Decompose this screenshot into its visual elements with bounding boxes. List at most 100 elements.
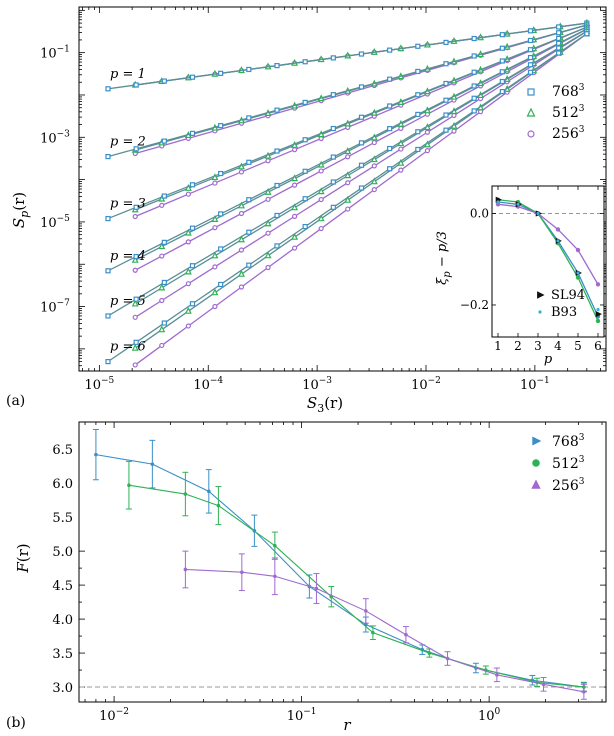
panel-a-xlabel: S3(r) [307,394,343,415]
series-point-p4-512 [264,187,272,195]
series-point-p4-768 [443,97,449,103]
panel-b-xtick-label-base: 10 [287,709,304,724]
series-point-p1-768 [218,70,224,76]
panel-b-series-256^3 [182,550,587,700]
panel-a-series: p = 1 p = 2 p = 3 p = 4 p = 5 p = 6 [105,18,591,368]
panel-b-series-512^3 [125,460,587,692]
series-point-p4-256 [185,239,191,245]
panel-b-ytick-label: 4.0 [52,613,73,628]
panel-a-ytick-label: 10−1 [40,45,70,62]
series-point-p5-512 [238,235,245,243]
legend-a-marker-512 [526,107,536,117]
series-point-p3-768 [246,159,252,165]
series-point-p3-256 [185,191,191,197]
panel-a-ytick-label-exp: −3 [57,129,71,139]
series-point-p3-768 [415,92,421,98]
legend-a-label-base: 768 [552,84,579,100]
series-point-p2-768 [105,153,111,160]
series-point-p4-256 [345,154,351,160]
series-point-p6-512 [344,195,352,203]
series-point-p4-768 [556,40,562,46]
series-point-p5-768 [415,129,421,135]
series-point-p4-512 [211,215,219,223]
series-point-p2-768 [387,76,393,82]
series-point-p5-256 [371,163,377,169]
series-point-p5-512 [184,267,192,275]
panel-b-point-256^3 [541,682,546,687]
series-point-p4-768 [274,182,280,189]
inset-xtick-label: 6 [594,339,602,353]
legend-b-marker-768 [532,436,542,446]
panel-a-ytick-label-exp: −5 [57,214,71,224]
series-label-p1: p = 1 [110,67,146,82]
series-line-p5-256 [134,30,588,318]
inset-xlabel: p [544,352,553,367]
series-point-p3-256 [212,180,218,186]
series-point-p4-768 [471,83,477,89]
panel-b-xtick-label: 10−1 [287,707,317,724]
series-point-p4-768 [189,225,196,231]
inset-ylabel-main: ξ [435,277,450,285]
series-point-p3-768 [274,148,280,154]
series-point-p1-768 [499,32,505,38]
series-point-p5-768 [302,196,308,202]
series-point-p2-768 [133,146,139,152]
inset-xtick-label: 5 [574,339,582,353]
panel-b-point-256^3 [314,586,319,591]
panel-a-xtick-label-base: 10 [84,378,101,393]
legend-a-label-exp: 3 [579,125,585,135]
series-point-p6-768 [161,320,167,326]
series-point-p6-512 [264,251,272,259]
panel-a-ytick-label-base: 10 [40,131,57,146]
panel-b-point-512^3 [273,543,277,548]
series-point-p5-768 [218,246,224,252]
series-point-p4-768 [161,239,167,245]
panel-a-xtick-label-base: 10 [302,378,319,393]
series-label-p6: p = 6 [110,340,146,355]
series-point-p4-512 [238,201,245,209]
panel-b-label: (b) [6,715,26,731]
series-point-p6-512 [238,269,245,277]
series-p4 [105,24,591,274]
series-point-p3-256 [265,158,271,164]
series-point-p5-256 [398,146,404,152]
series-line-p2-768 [107,24,587,158]
panel-a-xtick-label-base: 10 [411,378,428,393]
series-point-p4-768 [330,154,336,160]
series-point-p4-768 [415,111,421,118]
series-point-p5-512 [211,251,219,259]
panel-b-frame [78,421,607,703]
series-point-p3-768 [218,170,224,177]
series-point-p2-768 [246,115,252,121]
panel-a-xtick-label: 10−5 [84,376,114,393]
legend-a-label-base: 256 [552,126,579,142]
series-point-p5-512 [317,187,325,195]
series-p2 [105,20,591,160]
panel-a-ytick-label-base: 10 [40,47,57,62]
panel-a-xtick-label-exp: −2 [428,376,441,386]
legend-b-label-exp: 3 [579,455,585,465]
panel-b-point-256^3 [445,656,450,661]
series-point-p6-768 [499,89,505,95]
panel-b-plot [79,428,606,700]
panel-a-ylabel-tail: (r) [10,192,28,211]
series-point-p2-768 [443,61,449,67]
series-point-p2-768 [330,92,336,98]
series-point-p6-768 [274,243,280,249]
panel-a-xlabel-sub: 3 [317,402,324,415]
series-point-p5-768 [189,263,196,269]
panel-a-ytick-label-base: 10 [40,301,57,316]
inset-point-B93 [596,307,600,312]
series-point-p2-768 [161,138,167,144]
panel-b-point-512^3 [183,492,188,496]
series-point-p4-256 [292,182,298,188]
panel-b-xtick-label-exp: −2 [116,707,129,717]
series-point-p5-768 [387,145,393,152]
inset-line-512^3 [497,199,599,322]
series-point-p1-768 [443,39,449,46]
panel-b-xtick-label-exp: 0 [495,707,501,717]
panel-a-ytick-label-exp: −7 [57,299,71,309]
series-point-p5-512 [264,219,272,227]
